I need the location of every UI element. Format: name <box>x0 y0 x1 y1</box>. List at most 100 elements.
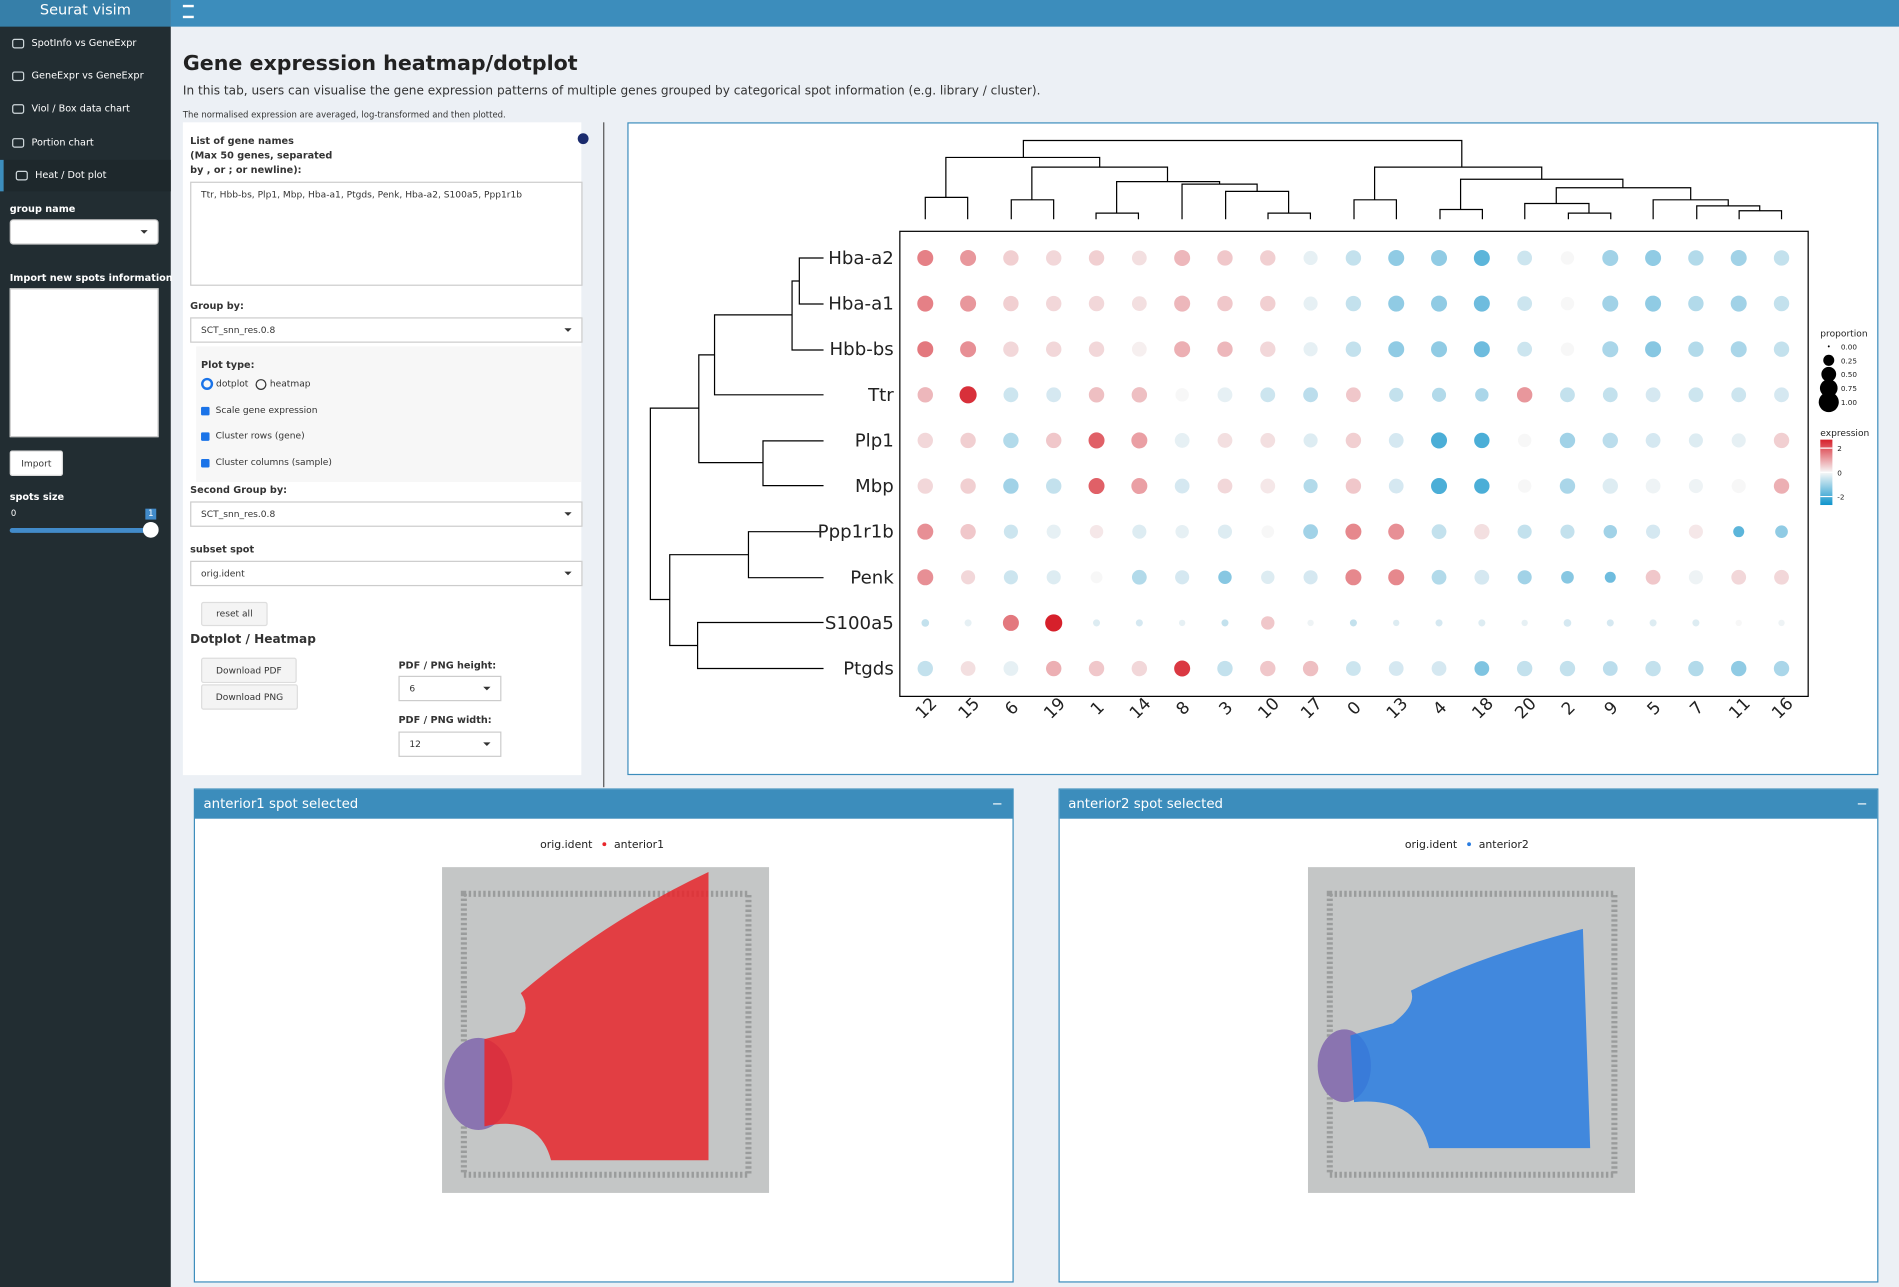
dot <box>1217 387 1233 403</box>
second-group-select[interactable]: SCT_snn_res.0.8 <box>190 501 583 527</box>
slider-handle[interactable] <box>142 521 159 538</box>
panel-header: anterior2 spot selected − <box>1059 789 1878 819</box>
help-icon[interactable] <box>577 133 589 145</box>
dot <box>1174 341 1191 358</box>
download-png-button[interactable]: Download PNG <box>201 684 298 710</box>
dot <box>917 387 933 403</box>
group-by-select[interactable]: SCT_snn_res.0.8 <box>190 317 583 343</box>
row-dendrogram <box>649 257 824 670</box>
dot <box>1645 478 1661 494</box>
radio[interactable] <box>256 378 267 390</box>
dot <box>1131 250 1147 266</box>
group-by-label: Group by: <box>190 300 244 312</box>
dot <box>1307 619 1314 627</box>
selected-spots <box>1350 928 1591 1149</box>
reset-button[interactable]: reset all <box>201 601 268 627</box>
dot <box>1517 296 1533 311</box>
dot <box>1345 295 1362 312</box>
checkbox[interactable]: Cluster columns (sample) <box>201 457 332 467</box>
dot <box>1303 478 1318 494</box>
import-textarea[interactable] <box>9 288 159 438</box>
checkbox[interactable]: Cluster rows (gene) <box>201 430 305 441</box>
menu-item[interactable]: SpotInfo vs GeneExpr <box>0 28 171 59</box>
x-tick-label: 1 <box>1086 697 1108 719</box>
dot <box>1345 478 1362 494</box>
dot <box>1645 387 1661 403</box>
app-title[interactable]: Seurat visim <box>0 0 171 27</box>
menu-label: Heat / Dot plot <box>35 169 107 181</box>
plot-type-radios: dotplot heatmap <box>201 377 311 390</box>
download-pdf-button[interactable]: Download PDF <box>201 657 297 684</box>
x-tick-label: 19 <box>1040 693 1069 722</box>
dot <box>1388 295 1405 312</box>
checkbox[interactable]: Scale gene expression <box>201 405 317 415</box>
menu-item-active[interactable]: Heat / Dot plot <box>0 159 171 192</box>
x-tick-label: 10 <box>1254 693 1283 722</box>
dot <box>1475 388 1489 402</box>
height-input[interactable]: 6 <box>398 675 502 702</box>
dot <box>1088 387 1105 403</box>
dot <box>1735 619 1742 627</box>
gene-list-textarea[interactable]: Ttr, Hbb-bs, Plp1, Mbp, Hba-a1, Ptgds, P… <box>190 181 583 286</box>
x-tick-label: 13 <box>1382 693 1411 722</box>
legend-dot <box>1827 345 1830 348</box>
dot <box>1473 295 1490 312</box>
legend-label: 0.75 <box>1841 384 1857 393</box>
dot <box>1431 569 1447 585</box>
dot <box>1775 525 1788 539</box>
dot <box>1431 387 1447 402</box>
dot <box>960 523 976 540</box>
dot <box>1046 570 1061 585</box>
menu-label: Portion chart <box>31 136 94 148</box>
dot <box>1217 478 1233 494</box>
dot <box>1131 296 1147 311</box>
dot <box>1602 478 1618 494</box>
menu-toggle[interactable] <box>182 4 194 19</box>
dot <box>1560 387 1575 403</box>
legend-dot <box>1821 366 1837 382</box>
width-input[interactable]: 12 <box>398 731 502 757</box>
menu-item[interactable]: GeneExpr vs GeneExpr <box>0 61 171 92</box>
dot <box>1221 619 1229 627</box>
dot <box>1345 569 1362 586</box>
group-name-select[interactable] <box>9 219 159 245</box>
x-tick-label: 5 <box>1643 697 1665 719</box>
subset-select[interactable]: orig.ident <box>190 560 583 587</box>
dot <box>961 570 976 585</box>
menu-item[interactable]: Viol / Box data chart <box>0 93 171 124</box>
y-tick-label: Plp1 <box>855 430 894 451</box>
divider <box>603 122 605 788</box>
gene-list-label: List of gene names (Max 50 genes, separa… <box>190 134 332 178</box>
dot <box>1217 660 1233 677</box>
import-button[interactable]: Import <box>9 450 63 476</box>
legend-label: 0.50 <box>1841 370 1858 379</box>
dot <box>1688 570 1703 585</box>
legend-dot <box>602 842 607 847</box>
dot <box>1560 342 1575 356</box>
dot <box>1517 433 1532 448</box>
icon <box>12 38 25 48</box>
dot <box>1388 569 1405 586</box>
dot <box>1560 296 1575 311</box>
legend-label: anterior1 <box>614 838 664 851</box>
column-dendrogram <box>924 139 1783 220</box>
collapse-button[interactable]: − <box>991 795 1003 812</box>
dot <box>1602 249 1619 266</box>
collapse-button[interactable]: − <box>1856 795 1868 812</box>
dot <box>917 569 934 586</box>
y-tick-label: Hba-a2 <box>828 248 894 269</box>
fiducial-frame <box>460 890 752 1178</box>
menu-item[interactable]: Portion chart <box>0 127 171 158</box>
radio[interactable] <box>201 377 214 390</box>
dendrogram <box>924 139 1783 220</box>
dot <box>1688 250 1704 266</box>
dot <box>1559 478 1576 494</box>
legend-title: orig.ident <box>1405 838 1457 851</box>
dot <box>1730 295 1747 312</box>
dot <box>1003 295 1019 312</box>
width-label: PDF / PNG width: <box>398 714 492 726</box>
dot <box>1731 660 1747 677</box>
dot <box>1089 524 1104 539</box>
